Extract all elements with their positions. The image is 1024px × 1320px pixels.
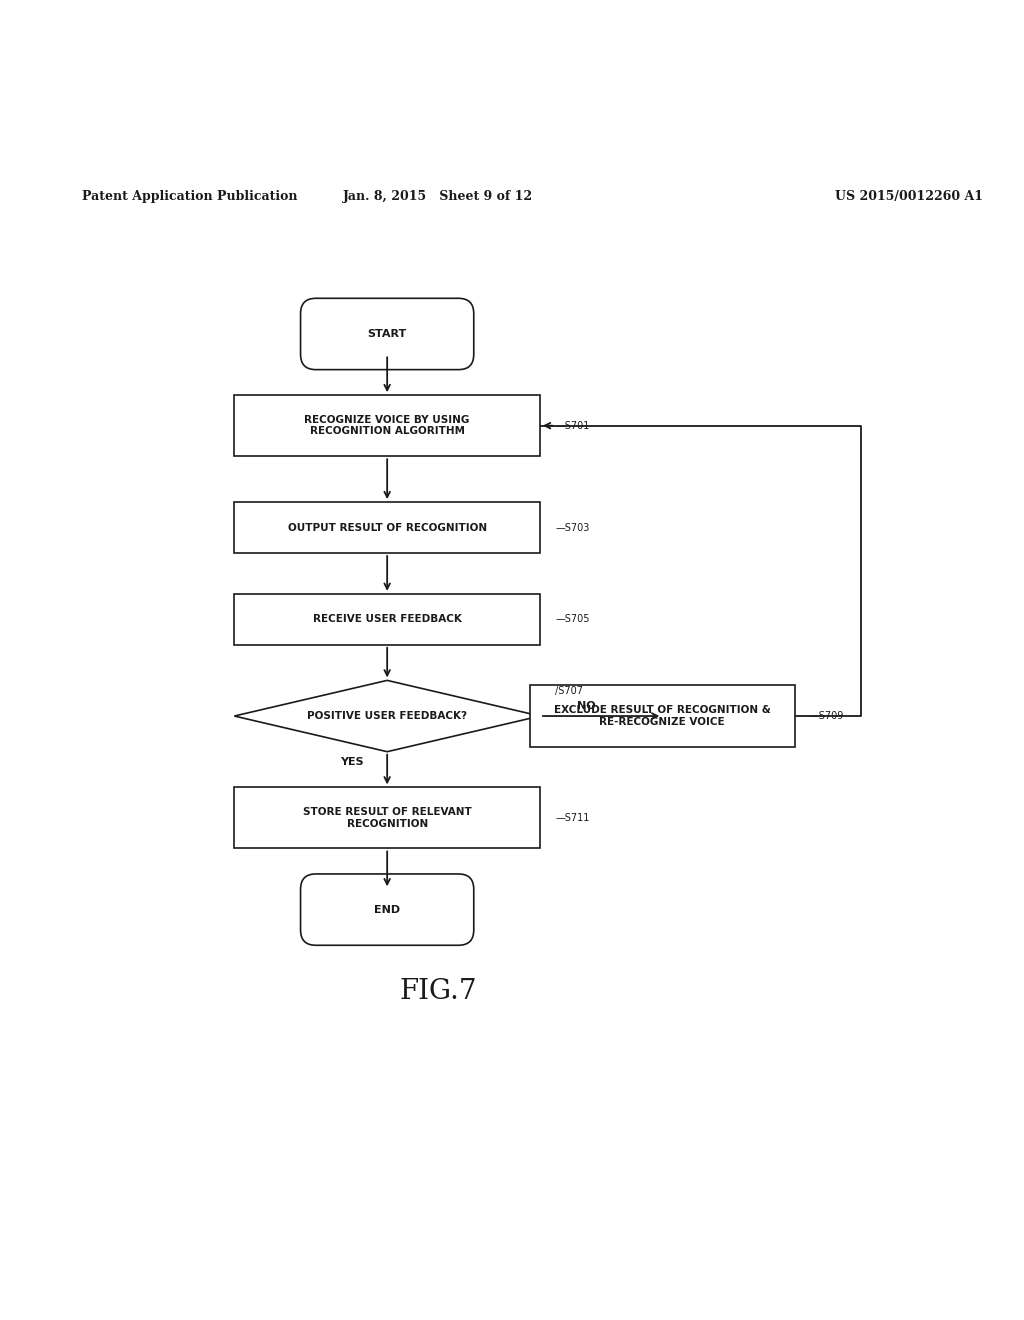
Text: POSITIVE USER FEEDBACK?: POSITIVE USER FEEDBACK?	[307, 711, 467, 721]
Text: STORE RESULT OF RELEVANT
RECOGNITION: STORE RESULT OF RELEVANT RECOGNITION	[303, 807, 471, 829]
Text: —S705: —S705	[555, 614, 590, 624]
Text: —S703: —S703	[555, 523, 590, 532]
Text: NO: NO	[577, 701, 595, 711]
FancyBboxPatch shape	[234, 787, 540, 849]
Text: Jan. 8, 2015   Sheet 9 of 12: Jan. 8, 2015 Sheet 9 of 12	[343, 190, 534, 203]
Text: END: END	[374, 904, 400, 915]
Text: —S709: —S709	[810, 711, 845, 721]
FancyBboxPatch shape	[234, 395, 540, 457]
Text: /S707: /S707	[555, 685, 584, 696]
Text: —S701: —S701	[555, 421, 590, 430]
FancyBboxPatch shape	[234, 502, 540, 553]
Text: —S711: —S711	[555, 813, 590, 822]
FancyBboxPatch shape	[301, 874, 474, 945]
Text: EXCLUDE RESULT OF RECOGNITION &
RE-RECOGNIZE VOICE: EXCLUDE RESULT OF RECOGNITION & RE-RECOG…	[554, 705, 771, 727]
Text: YES: YES	[340, 756, 364, 767]
Text: FIG.7: FIG.7	[399, 978, 477, 1005]
FancyBboxPatch shape	[301, 298, 474, 370]
Text: OUTPUT RESULT OF RECOGNITION: OUTPUT RESULT OF RECOGNITION	[288, 523, 486, 532]
Polygon shape	[234, 680, 540, 751]
Text: RECEIVE USER FEEDBACK: RECEIVE USER FEEDBACK	[312, 614, 462, 624]
FancyBboxPatch shape	[234, 594, 540, 644]
Text: Patent Application Publication: Patent Application Publication	[82, 190, 297, 203]
Text: RECOGNIZE VOICE BY USING
RECOGNITION ALGORITHM: RECOGNIZE VOICE BY USING RECOGNITION ALG…	[304, 414, 470, 437]
Text: US 2015/0012260 A1: US 2015/0012260 A1	[836, 190, 983, 203]
FancyBboxPatch shape	[529, 685, 795, 747]
Text: START: START	[368, 329, 407, 339]
